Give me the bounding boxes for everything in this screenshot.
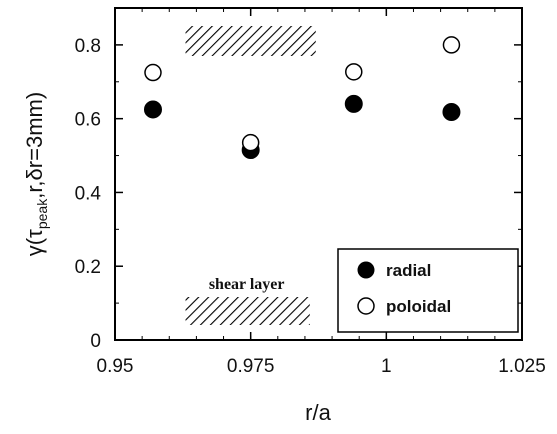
shear-layer-hatch-top bbox=[185, 26, 316, 56]
legend-marker-poloidal bbox=[357, 297, 375, 315]
shear-layer-hatch-bottom bbox=[185, 297, 310, 325]
data-point-radial bbox=[442, 103, 461, 122]
data-points bbox=[143, 36, 461, 160]
legend: radial poloidal bbox=[337, 248, 519, 333]
y-tick-label: 0.8 bbox=[75, 36, 101, 57]
y-axis-ticks: 0 0.2 0.4 0.6 0.8 bbox=[75, 7, 522, 352]
shear-layer-label: shear layer bbox=[209, 276, 285, 293]
x-axis-ticks: 0.95 0.975 1 1.025 bbox=[97, 8, 546, 377]
plot-area bbox=[114, 7, 523, 341]
data-point-radial bbox=[344, 94, 363, 113]
data-point-radial bbox=[143, 100, 162, 119]
x-tick-label: 0.975 bbox=[227, 356, 275, 377]
y-axis-label: γ(τpeak,r,δr=3mm) bbox=[22, 92, 50, 256]
x-tick-label: 0.95 bbox=[97, 356, 134, 377]
x-tick-label: 1.025 bbox=[498, 356, 546, 377]
data-point-poloidal bbox=[241, 133, 260, 152]
data-point-poloidal bbox=[442, 36, 461, 54]
y-tick-label: 0 bbox=[90, 331, 101, 352]
x-axis-label: r/a bbox=[305, 400, 331, 425]
data-point-poloidal bbox=[345, 63, 363, 81]
legend-label-radial: radial bbox=[386, 261, 431, 280]
legend-marker-radial bbox=[357, 261, 375, 279]
x-tick-label: 1 bbox=[381, 356, 392, 377]
y-tick-label: 0.2 bbox=[75, 257, 101, 278]
y-tick-label: 0.6 bbox=[75, 110, 101, 131]
data-point-poloidal bbox=[144, 63, 162, 82]
y-tick-label: 0.4 bbox=[75, 183, 102, 204]
legend-label-poloidal: poloidal bbox=[386, 297, 451, 316]
